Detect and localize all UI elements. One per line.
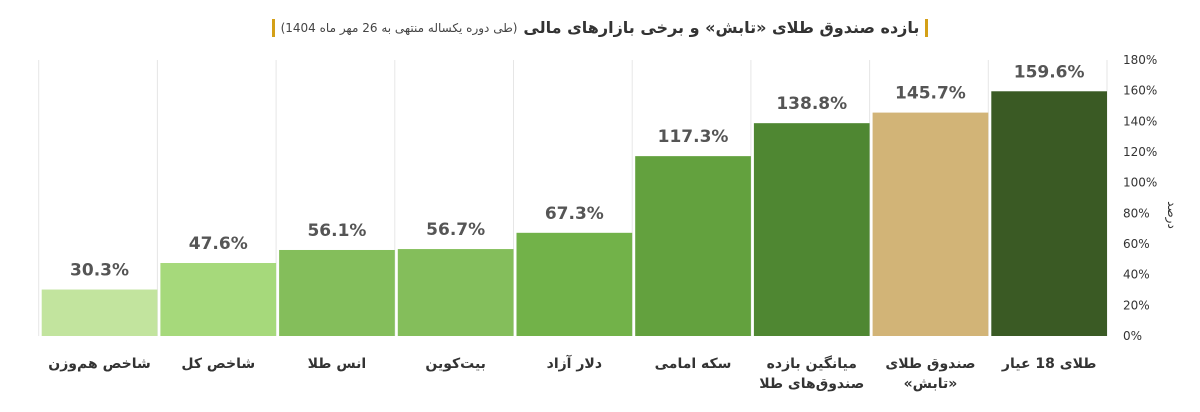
chart-subtitle: (طی دوره یکساله منتهی به 26 مهر ماه 1404… [280,20,518,35]
value-label: 145.7% [895,84,966,104]
value-label: 159.6% [1014,62,1085,82]
y-tick-label: 140% [1123,114,1157,128]
bar [516,232,633,336]
title-accent-bar [925,18,929,37]
bar [872,112,989,337]
y-tick-label: 80% [1123,206,1150,220]
y-tick-label: 120% [1123,145,1157,159]
bar [397,249,514,336]
category-label: سکه امامی [655,356,732,372]
value-label: 56.1% [307,221,366,241]
y-tick-label: 20% [1123,298,1150,312]
y-tick-label: 100% [1123,176,1157,190]
chart-title-row: بازده صندوق طلای «تابش» و برخی بازارهای … [0,18,1200,46]
category-label: شاخص هم‌وزن [48,356,150,372]
bar [279,249,395,336]
category-label: بیت‌کوین [425,356,486,372]
category-label: صندوق‌های طلا [759,376,864,392]
y-tick-label: 160% [1123,84,1157,98]
chart-title: بازده صندوق طلای «تابش» و برخی بازارهای … [523,18,920,37]
y-tick-label: 60% [1123,237,1150,251]
category-label: انس طلا [308,356,367,372]
category-label: «تابش» [904,376,958,392]
value-label: 56.7% [426,220,485,240]
value-label: 138.8% [776,94,847,114]
category-label: صندوق طلای [885,356,975,372]
y-axis-label: درصد [1164,201,1179,229]
value-label: 47.6% [189,234,248,254]
category-label: میانگین بازده [767,355,857,372]
category-label: دلار آزاد [547,354,602,372]
value-label: 30.3% [70,261,129,281]
value-label: 117.3% [658,127,729,147]
value-label: 67.3% [545,204,604,224]
y-tick-label: 0% [1123,329,1142,343]
category-label: شاخص کل [181,356,255,372]
category-label: طلای 18 عیار [1001,356,1096,372]
bar [635,156,751,336]
bar [160,263,277,336]
bar [991,91,1107,336]
title-accent-bar-end [271,18,275,37]
bar [41,289,158,336]
y-tick-label: 180% [1123,53,1157,67]
y-tick-label: 40% [1123,268,1150,282]
bar [753,123,870,336]
